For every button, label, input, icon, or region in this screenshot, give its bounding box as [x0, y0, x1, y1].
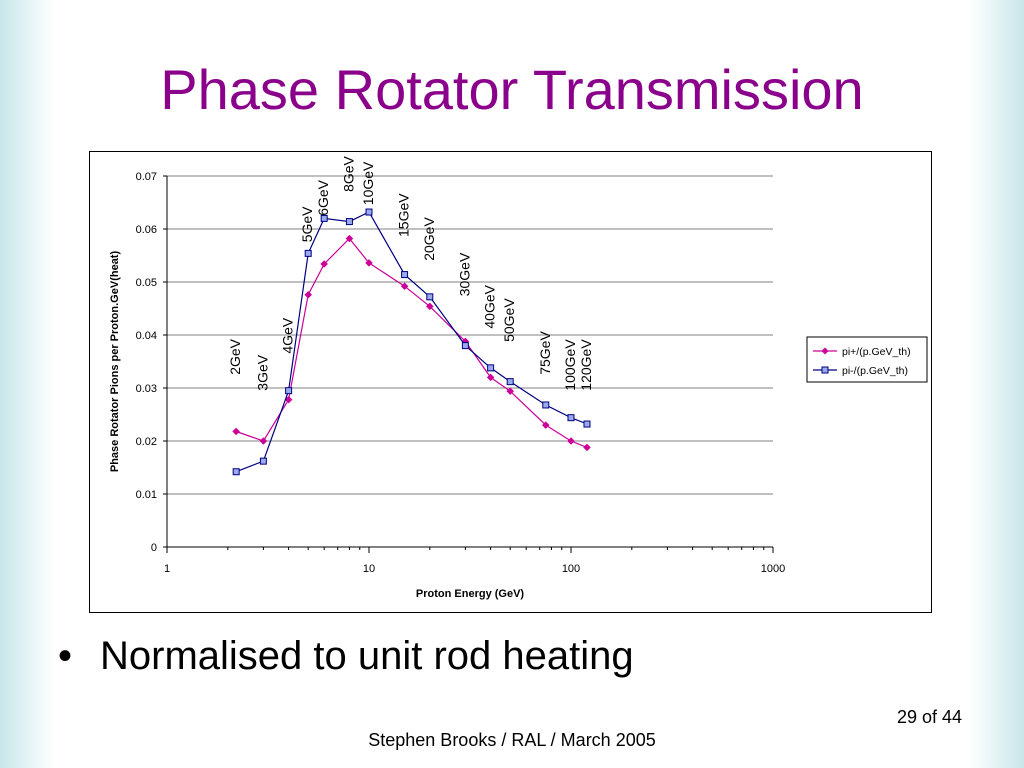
y-tick-label: 0.04 [136, 330, 157, 342]
y-axis-title: Phase Rotator Pions per Proton.GeV(heat) [109, 251, 121, 473]
data-point-square [232, 468, 240, 476]
legend-label: pi-/(p.GeV_th) [842, 365, 908, 377]
data-point-diamond [425, 302, 434, 311]
data-point-square [320, 214, 328, 222]
data-point-diamond [400, 282, 409, 291]
energy-annotation: 10GeV [360, 161, 376, 205]
line-chart: 0 0.01 0.02 0.03 0.04 0.05 0.06 0.07 1 10 100 1000 P… [109, 155, 928, 600]
page-number: 29 of 44 [896, 707, 962, 727]
energy-annotation: 75GeV [537, 331, 553, 375]
data-point-diamond [541, 421, 550, 429]
energy-annotation: 100GeV [562, 339, 578, 391]
data-point-diamond [567, 437, 575, 445]
bullet-dot: • [58, 634, 73, 678]
y-tick-label: 0.02 [136, 436, 157, 448]
x-axis-title: Proton Energy (GeV) [416, 588, 525, 600]
data-point-diamond [486, 373, 495, 382]
data-point-square [426, 293, 434, 301]
data-point-square [583, 420, 591, 428]
bullet-item: • Normalised to unit rod heating [58, 634, 634, 679]
energy-annotation: 50GeV [501, 298, 517, 342]
chart-frame: 0 0.01 0.02 0.03 0.04 0.05 0.06 0.07 1 10 100 1000 P… [89, 151, 932, 613]
data-point-diamond [583, 443, 591, 452]
data-point-square [506, 378, 514, 386]
energy-annotation: 6GeV [315, 179, 331, 215]
data-point-diamond [232, 427, 241, 436]
data-point-square [567, 414, 575, 422]
y-tick-label: 0.07 [136, 171, 157, 183]
data-point-diamond [506, 387, 515, 396]
legend-marker-square [821, 366, 829, 374]
energy-annotation: 15GeV [396, 193, 412, 237]
energy-annotation: 120GeV [578, 339, 594, 391]
x-tick-label: 100 [562, 563, 580, 575]
legend-box [806, 336, 928, 383]
data-point-square [285, 387, 293, 395]
data-point-square [365, 208, 373, 216]
energy-annotation: 2GeV [227, 338, 243, 374]
y-tick-label: 0.06 [136, 224, 157, 236]
y-tick-label: 0 [151, 542, 157, 554]
energy-annotation: 30GeV [456, 252, 472, 296]
energy-annotation: 3GeV [254, 354, 270, 390]
energy-annotation: 4GeV [280, 317, 296, 353]
data-point-diamond [259, 437, 268, 445]
data-point-diamond [304, 290, 313, 299]
energy-annotation: 8GeV [340, 155, 356, 191]
data-point-square [487, 364, 495, 372]
data-point-square [304, 249, 312, 257]
data-point-square [461, 342, 469, 350]
x-tick-label: 1000 [761, 563, 785, 575]
legend-label: pi+/(p.GeV_th) [842, 346, 911, 358]
footer-credit: Stephen Brooks / RAL / March 2005 [368, 730, 656, 750]
data-point-square [542, 401, 550, 409]
legend-marker-diamond [821, 347, 829, 355]
data-point-diamond [320, 260, 329, 268]
data-point-square [401, 271, 409, 279]
y-tick-label: 0.03 [136, 383, 157, 395]
energy-annotation: 40GeV [482, 284, 498, 328]
energy-annotation: 20GeV [421, 217, 437, 261]
data-point-square [345, 218, 353, 226]
energy-annotation: 5GeV [299, 206, 315, 242]
slide-title: Phase Rotator Transmission [160, 58, 864, 121]
data-point-diamond [365, 259, 373, 267]
x-tick-label: 10 [363, 563, 375, 575]
y-tick-label: 0.01 [136, 489, 157, 501]
data-point-square [259, 457, 267, 465]
data-point-diamond [345, 234, 354, 243]
x-tick-label: 1 [164, 563, 170, 575]
bullet-text: Normalised to unit rod heating [100, 634, 634, 678]
y-tick-label: 0.05 [136, 277, 157, 289]
